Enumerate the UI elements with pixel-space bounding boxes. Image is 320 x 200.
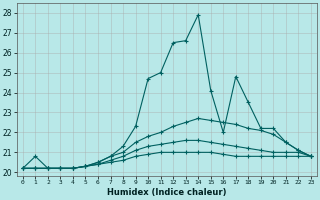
X-axis label: Humidex (Indice chaleur): Humidex (Indice chaleur) xyxy=(107,188,227,197)
